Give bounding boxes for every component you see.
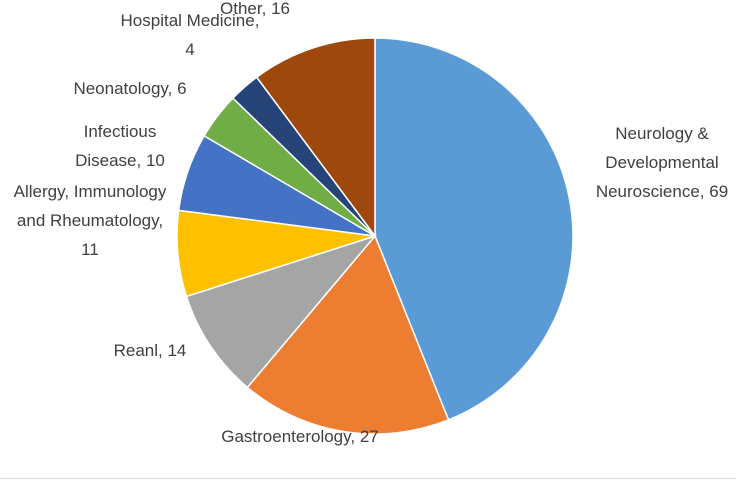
data-label: Reanl14 — [95, 336, 205, 365]
data-label: Neurology & Developmental Neuroscience69 — [582, 119, 736, 206]
label-value: 4 — [185, 40, 195, 59]
data-label: Neonatology6 — [40, 74, 220, 103]
label-value: 27 — [359, 427, 379, 446]
label-category: Reanl — [114, 341, 168, 360]
data-label: Allergy, Immunology and Rheumatology 11 — [10, 177, 170, 264]
label-value: 10 — [145, 151, 165, 170]
label-value: 14 — [167, 341, 187, 360]
label-category: Infectious Disease — [75, 122, 156, 170]
pie-slice — [246, 234, 450, 435]
label-category: Gastroenterology — [221, 427, 360, 446]
label-category: Other — [220, 0, 271, 18]
data-label: Other16 — [200, 0, 310, 23]
data-label: Hospital Medicine 4 — [120, 6, 260, 64]
pie-slice — [374, 37, 574, 421]
label-value: 6 — [177, 79, 187, 98]
label-category: Neurology & Developmental Neuroscience — [596, 124, 719, 201]
label-category: Allergy, Immunology and Rheumatology — [14, 182, 167, 230]
pie-slice — [185, 234, 378, 389]
label-category: Neonatology — [73, 79, 177, 98]
data-label: Infectious Disease10 — [55, 117, 185, 175]
data-label: Gastroenterology27 — [205, 422, 395, 451]
bottom-border — [0, 478, 736, 479]
pie-slice — [255, 37, 376, 239]
label-value: 69 — [709, 182, 729, 201]
label-category: Hospital Medicine — [121, 11, 260, 30]
label-value: 11 — [81, 240, 99, 259]
label-value: 16 — [271, 0, 290, 18]
